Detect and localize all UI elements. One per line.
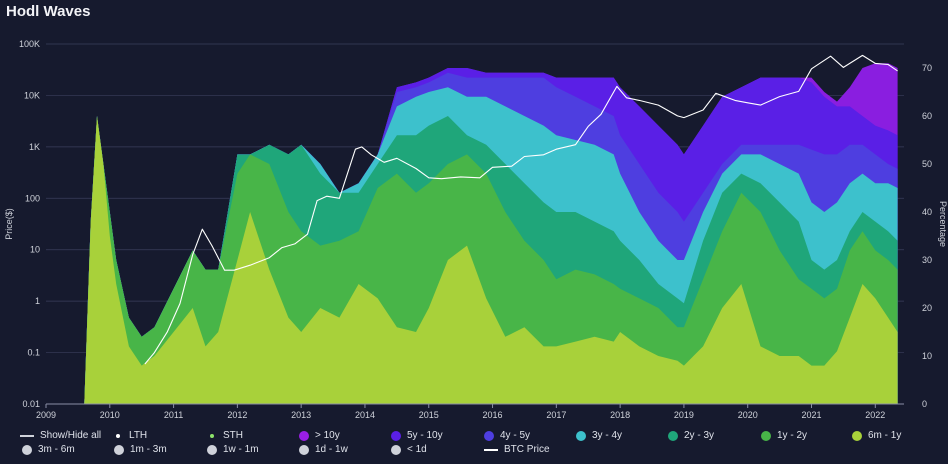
legend-label: < 1d (407, 444, 427, 455)
dot-icon (391, 444, 401, 455)
legend-btc-price[interactable]: BTC Price (484, 444, 550, 455)
dot-icon (114, 444, 124, 455)
y-right-tick-label: 20 (922, 303, 932, 313)
chart-title: Hodl Waves (6, 3, 91, 20)
legend-label: LTH (129, 430, 148, 441)
legend-label: 3m - 6m (38, 444, 75, 455)
x-tick-label: 2014 (355, 410, 375, 420)
x-tick-label: 2022 (865, 410, 885, 420)
legend-show-hide-all[interactable]: Show/Hide all (20, 430, 101, 441)
legend-4y-5y[interactable]: 4y - 5y (484, 430, 530, 441)
axes: 0.01 0.1 1 10 100 1K 10K 100K 0 10 20 30 40 50 60 70 200… (4, 39, 948, 420)
legend-1y-2y[interactable]: 1y - 2y (761, 430, 807, 441)
y-left-tick-label: 10K (24, 90, 40, 100)
btc-price-path (144, 54, 898, 365)
y-right-tick-label: 50 (922, 159, 932, 169)
line-swatch-icon (20, 434, 34, 437)
x-tick-label: 2018 (610, 410, 630, 420)
y-right-axis-title: Percentage (938, 201, 948, 247)
legend-label: 1w - 1m (223, 444, 259, 455)
legend-label: 1m - 3m (130, 444, 167, 455)
dot-icon (668, 430, 678, 441)
x-tick-label: 2017 (546, 410, 566, 420)
dot-icon (116, 433, 120, 438)
legend-label: > 10y (315, 430, 340, 441)
dot-icon (391, 430, 401, 441)
y-left-tick-label: 100K (19, 39, 40, 49)
legend-5y-10y[interactable]: 5y - 10y (391, 430, 443, 441)
y-left-tick-label: 1K (29, 142, 40, 152)
area-6m-1y (84, 116, 898, 404)
legend-label: STH (223, 430, 243, 441)
x-tick-label: 2013 (291, 410, 311, 420)
dot-icon (299, 444, 309, 455)
legend-gt-10y[interactable]: > 10y (299, 430, 340, 441)
y-left-tick-label: 1 (35, 296, 40, 306)
legend-1w-1m[interactable]: 1w - 1m (207, 444, 259, 455)
legend-2y-3y[interactable]: 2y - 3y (668, 430, 714, 441)
y-right-tick-label: 30 (922, 255, 932, 265)
hodl-waves-chart: 0.01 0.1 1 10 100 1K 10K 100K 0 10 20 30 40 50 60 70 200… (4, 39, 948, 420)
y-left-axis-title: Price($) (4, 208, 14, 240)
y-left-tick-label: 0.01 (22, 399, 40, 409)
legend-label: 5y - 10y (407, 430, 443, 441)
legend-label: 6m - 1y (868, 430, 902, 441)
age-band-areas (84, 63, 898, 405)
dot-icon (576, 430, 586, 441)
legend-label: 1d - 1w (315, 444, 348, 455)
legend-label: Show/Hide all (40, 430, 102, 441)
legend-1m-3m[interactable]: 1m - 3m (114, 444, 167, 455)
x-tick-label: 2019 (674, 410, 694, 420)
x-tick-label: 2021 (801, 410, 821, 420)
legend-label: 4y - 5y (500, 430, 531, 441)
legend-label: 1y - 2y (777, 430, 808, 441)
legend-label: 2y - 3y (684, 430, 715, 441)
legend-6m-1y[interactable]: 6m - 1y (852, 430, 901, 441)
x-tick-label: 2016 (483, 410, 503, 420)
y-left-tick-label: 100 (25, 193, 40, 203)
x-tick-label: 2012 (227, 410, 247, 420)
dot-icon (761, 430, 771, 441)
x-tick-label: 2011 (164, 410, 183, 420)
legend-3m-6m[interactable]: 3m - 6m (22, 444, 75, 455)
legend-label: BTC Price (504, 444, 550, 455)
legend: Show/Hide all LTH STH > 10y 5y - 10y 4y … (0, 428, 948, 464)
dot-icon (22, 444, 32, 455)
legend-label: 3y - 4y (592, 430, 623, 441)
y-right-tick-label: 10 (922, 351, 932, 361)
x-tick-label: 2015 (419, 410, 439, 420)
legend-sth[interactable]: STH (207, 430, 243, 441)
dot-icon (207, 444, 217, 455)
legend-3y-4y[interactable]: 3y - 4y (576, 430, 622, 441)
dot-icon (210, 433, 214, 438)
legend-lt-1d[interactable]: < 1d (391, 444, 427, 455)
x-tick-label: 2020 (738, 410, 758, 420)
y-right-tick-label: 60 (922, 111, 932, 121)
x-tick-label: 2010 (100, 410, 120, 420)
legend-lth[interactable]: LTH (113, 430, 147, 441)
y-right-tick-label: 70 (922, 63, 932, 73)
legend-1d-1w[interactable]: 1d - 1w (299, 444, 348, 455)
dot-icon (484, 430, 494, 441)
y-left-tick-label: 10 (30, 245, 40, 255)
dot-icon (299, 430, 309, 441)
y-left-tick-label: 0.1 (27, 348, 40, 358)
y-right-tick-label: 40 (922, 207, 932, 217)
btc-price-line (144, 54, 898, 365)
dot-icon (852, 430, 862, 441)
y-right-tick-label: 0 (922, 399, 927, 409)
line-swatch-icon (484, 448, 498, 451)
x-tick-label: 2009 (36, 410, 56, 420)
